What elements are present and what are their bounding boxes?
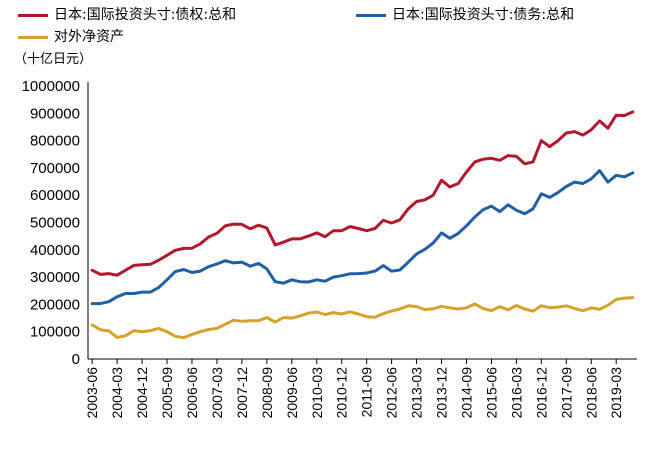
x-tick-label: 2018-06 <box>583 367 599 419</box>
y-tick-label: 800000 <box>30 133 80 150</box>
x-tick-label: 2016-03 <box>508 367 524 419</box>
legend-label-claims: 日本:国际投资头寸:债权:总和 <box>54 7 237 23</box>
y-tick-label: 1000000 <box>22 78 80 95</box>
legend-swatch-liabilities <box>356 13 386 17</box>
y-tick-label: 300000 <box>30 269 80 286</box>
x-tick-label: 2004-03 <box>109 367 125 419</box>
x-tick-label: 2013-03 <box>409 367 425 419</box>
y-tick-label: 100000 <box>30 324 80 341</box>
x-tick-label: 2016-12 <box>533 367 549 419</box>
x-tick-label: 2010-12 <box>334 367 350 419</box>
series-line-claims <box>90 110 635 277</box>
legend-item-claims: 日本:国际投资头寸:债权:总和 <box>18 6 236 24</box>
y-axis-unit-label: （十亿日元） <box>14 52 93 67</box>
legend: 日本:国际投资头寸:债权:总和 日本:国际投资头寸:债务:总和 对外净资产 <box>8 4 653 48</box>
y-tick-label: 900000 <box>30 105 80 122</box>
y-tick-label: 400000 <box>30 242 80 259</box>
x-tick-label: 2007-12 <box>234 367 250 419</box>
x-tick-label: 2003-06 <box>84 367 100 419</box>
legend-label-liabilities: 日本:国际投资头寸:债务:总和 <box>392 7 575 23</box>
y-tick-label: 600000 <box>30 187 80 204</box>
legend-item-net-assets: 对外净资产 <box>18 28 124 46</box>
x-tick-label: 2011-09 <box>359 367 375 418</box>
x-tick-label: 2010-03 <box>309 367 325 419</box>
legend-label-net-assets: 对外净资产 <box>54 29 124 45</box>
y-axis: 0 100000 200000 300000 400000 500000 600000 700… <box>22 78 80 368</box>
x-tick-label: 2019-03 <box>608 367 624 419</box>
plot-area <box>90 110 635 340</box>
x-tick-label: 2015-06 <box>483 367 499 419</box>
x-tick-label: 2005-09 <box>159 367 175 419</box>
y-tick-label: 0 <box>72 351 80 368</box>
series-line-liabilities <box>90 169 635 306</box>
x-tick-label: 2014-09 <box>458 367 474 419</box>
legend-swatch-net-assets <box>18 35 48 39</box>
x-tick-label: 2006-06 <box>184 367 200 419</box>
x-tick-label: 2012-06 <box>384 367 400 419</box>
x-tick-label: 2007-03 <box>209 367 225 419</box>
x-tick-label: 2017-09 <box>558 367 574 419</box>
y-tick-label: 200000 <box>30 296 80 313</box>
x-tick-label: 2004-12 <box>134 367 150 419</box>
x-tick-label: 2009-06 <box>284 367 300 419</box>
y-tick-label: 500000 <box>30 215 80 232</box>
x-tick-label: 2008-09 <box>259 367 275 419</box>
series-line-net-assets <box>90 296 635 340</box>
x-axis: 2003-06 2004-03 2004-12 2005-09 2006-06 2007-… <box>84 359 624 418</box>
y-tick-label: 700000 <box>30 160 80 177</box>
legend-swatch-claims <box>18 13 48 17</box>
legend-item-liabilities: 日本:国际投资头寸:债务:总和 <box>356 6 574 24</box>
axes <box>87 82 637 360</box>
x-tick-label: 2013-12 <box>434 367 450 419</box>
